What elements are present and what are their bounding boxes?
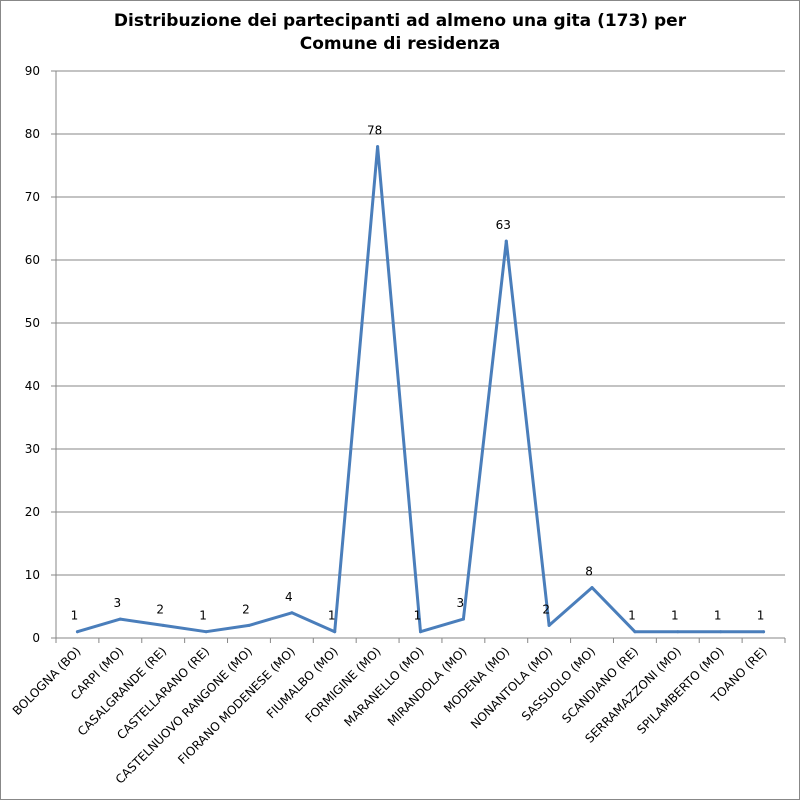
data-point bbox=[204, 630, 208, 634]
data-point bbox=[75, 630, 79, 634]
chart-title-line-1: Distribuzione dei partecipanti ad almeno… bbox=[113, 11, 687, 31]
chart-title-line-2: Comune di residenza bbox=[299, 34, 501, 54]
data-point bbox=[461, 617, 465, 621]
y-tick-label: 60 bbox=[25, 253, 40, 267]
y-tick-label: 80 bbox=[25, 127, 40, 141]
data-point bbox=[161, 623, 165, 627]
chart-title: Distribuzione dei partecipanti ad almeno… bbox=[0, 10, 800, 56]
data-label: 1 bbox=[671, 609, 679, 623]
y-tick-label: 10 bbox=[25, 568, 40, 582]
x-tick-label: SCANDIANO (RE) bbox=[559, 644, 641, 726]
y-tick-label: 70 bbox=[25, 190, 40, 204]
y-axis-ticks: 0 10 20 30 40 50 60 70 80 90 bbox=[25, 64, 40, 645]
data-label: 3 bbox=[114, 596, 122, 610]
x-tick-label: MARANELLO (MO) bbox=[341, 644, 426, 729]
data-label: 1 bbox=[714, 609, 722, 623]
data-point bbox=[290, 611, 294, 615]
y-tick-label: 0 bbox=[32, 631, 40, 645]
data-label: 1 bbox=[199, 609, 207, 623]
data-label: 1 bbox=[628, 609, 636, 623]
data-point bbox=[333, 630, 337, 634]
data-point bbox=[118, 617, 122, 621]
data-label: 4 bbox=[285, 590, 293, 604]
data-label: 1 bbox=[328, 609, 336, 623]
axes bbox=[51, 70, 786, 643]
data-label: 1 bbox=[414, 609, 422, 623]
y-tick-label: 40 bbox=[25, 379, 40, 393]
data-label: 63 bbox=[496, 218, 511, 232]
x-tick-label: BOLOGNA (BO) bbox=[10, 644, 84, 718]
data-point bbox=[762, 630, 766, 634]
data-point bbox=[633, 630, 637, 634]
data-label: 1 bbox=[71, 609, 79, 623]
y-tick-label: 20 bbox=[25, 505, 40, 519]
data-labels: 1 3 2 1 2 4 1 78 1 3 63 2 8 1 1 1 1 bbox=[71, 124, 765, 623]
data-label: 3 bbox=[457, 596, 465, 610]
x-tick-label: NONANTOLA (MO) bbox=[468, 644, 555, 731]
data-point bbox=[376, 145, 380, 149]
x-tick-label: MIRANDOLA (MO) bbox=[385, 644, 470, 729]
data-label: 78 bbox=[367, 124, 382, 138]
data-point bbox=[419, 630, 422, 634]
data-label: 2 bbox=[542, 602, 550, 616]
data-point bbox=[504, 239, 508, 243]
gridlines bbox=[56, 70, 785, 576]
y-tick-label: 30 bbox=[25, 442, 40, 456]
y-tick-label: 90 bbox=[25, 64, 40, 78]
data-point bbox=[590, 586, 594, 590]
data-label: 2 bbox=[242, 602, 250, 616]
data-label: 1 bbox=[757, 609, 765, 623]
data-label: 8 bbox=[585, 565, 593, 579]
series bbox=[75, 145, 766, 634]
x-tick-label: FORMIGINE (MO) bbox=[302, 644, 383, 725]
x-axis-ticks: BOLOGNA (BO)CARPI (MO)CASALGRANDE (RE)CA… bbox=[10, 644, 770, 786]
x-tick-label: SASSUOLO (MO) bbox=[519, 644, 598, 723]
data-label: 2 bbox=[156, 602, 164, 616]
data-point bbox=[247, 623, 251, 627]
y-tick-label: 50 bbox=[25, 316, 40, 330]
data-point bbox=[719, 630, 723, 634]
data-point bbox=[547, 623, 551, 627]
data-point bbox=[676, 630, 680, 634]
series-line bbox=[75, 145, 766, 634]
